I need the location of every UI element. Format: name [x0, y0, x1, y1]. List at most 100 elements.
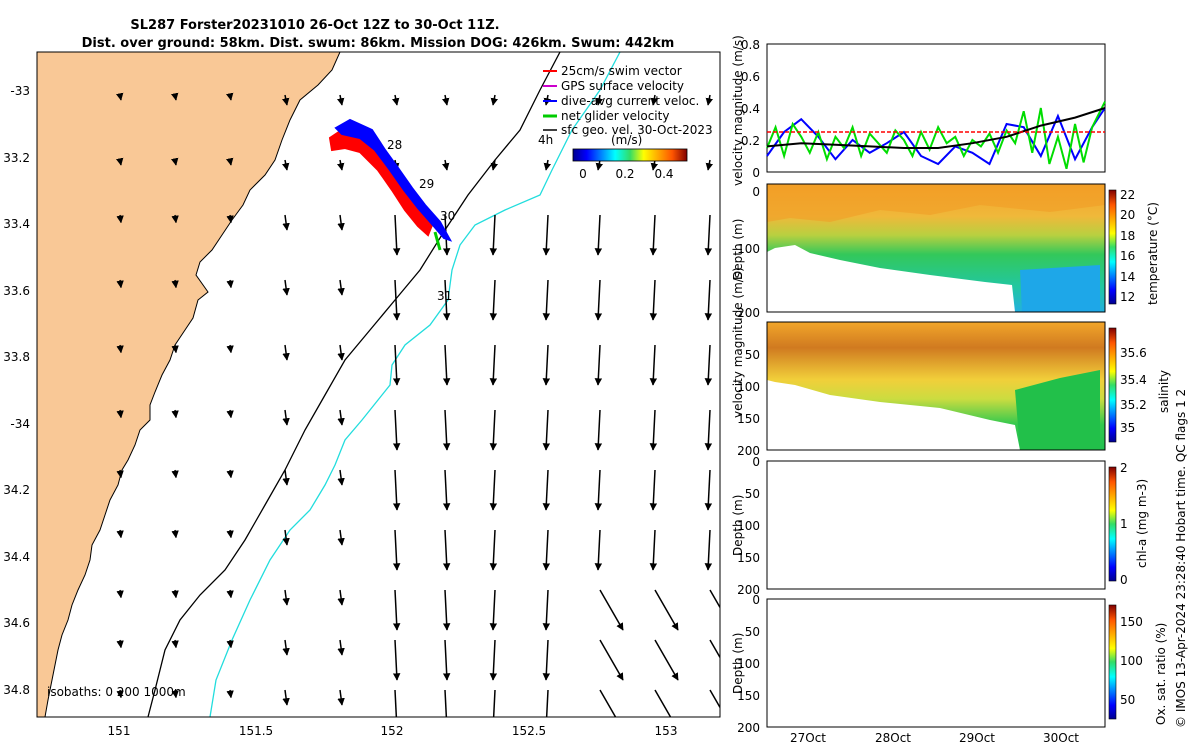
quiver-arrow: [394, 689, 398, 717]
quiver-arrow: [545, 689, 549, 717]
quiver-arrow: [489, 469, 498, 511]
temp-cbar-tick: 18: [1120, 229, 1135, 243]
quiver-arrow: [282, 279, 290, 296]
title-line1: SL287 Forster20231010 26-Oct 12Z to 30-O…: [130, 18, 499, 33]
quiver-arrow: [709, 689, 720, 709]
temp-cbar-tick: 20: [1120, 208, 1135, 222]
oxy-ytick: 100: [737, 657, 760, 671]
quiver-arrow: [226, 529, 234, 539]
quiver-arrow: [225, 92, 234, 101]
quiver-arrow: [116, 214, 124, 224]
temp-ylabel: Depth (m): [731, 219, 745, 280]
quiver-arrow: [282, 344, 290, 361]
quiver-arrow: [542, 279, 551, 321]
quiver-arrow: [649, 469, 658, 511]
quiver-arrow: [542, 529, 551, 571]
quiver-arrow: [282, 214, 290, 231]
quiver-arrow: [650, 94, 659, 106]
oxy-frame: [766, 598, 1106, 728]
quiver-arrow: [116, 639, 124, 649]
temp-frame: [766, 183, 1106, 313]
quiver-arrow: [490, 159, 499, 171]
quiver-arrow: [489, 214, 498, 256]
temp-warm-layer: [767, 184, 1105, 222]
vel-ytick: 0: [752, 166, 760, 180]
sal-ytick: 200: [737, 444, 760, 458]
oxygen-panel: 0 50 100 150 200 Depth (m) 50 100 150 Ox…: [731, 593, 1168, 735]
quiver-arrow: [116, 409, 124, 419]
vel-ytick: 0.6: [741, 70, 760, 84]
sal-cbar-label: salinity: [1157, 370, 1171, 413]
quiver-arrow: [441, 94, 450, 106]
chla-ytick: 200: [737, 583, 760, 597]
oxy-ytick: 50: [745, 625, 760, 639]
quiver-arrow: [649, 214, 658, 256]
temp-ytick: 200: [737, 306, 760, 320]
quiver-arrow: [171, 279, 179, 289]
map-ytick: 34.8: [3, 683, 30, 697]
track-label-29: 29: [419, 177, 434, 191]
quiver-arrow: [542, 344, 551, 386]
quiver-arrow: [492, 689, 496, 717]
track-label-31: 31: [437, 289, 452, 303]
map-colorbar-title: (m/s): [611, 133, 642, 147]
title-line2: Dist. over ground: 58km. Dist. swum: 86k…: [82, 36, 675, 51]
quiver-arrow: [392, 469, 401, 511]
map-ytick: 33.8: [3, 350, 30, 364]
map-y-ticks: -33 33.2 33.4 33.6 33.8 -34 34.2 34.4 34…: [3, 84, 30, 697]
sal-frame: [766, 321, 1106, 451]
quiver-arrow: [490, 94, 499, 106]
quiver-arrow: [442, 589, 451, 631]
oxy-colorbar: [1108, 604, 1117, 720]
temperature-panel: 0 100 200 Depth (m) 12 14 16 18 20 22 te…: [731, 183, 1160, 320]
sal-deep-green: [1015, 370, 1100, 450]
track-label-28: 28: [387, 138, 402, 152]
legend-gps: GPS surface velocity: [561, 79, 684, 93]
velocity-panel: 0.8 0.6 0.4 0.2 0 velocity magnitude (m/…: [731, 35, 1106, 186]
map-ytick: 33.4: [3, 217, 30, 231]
quiver-arrow: [489, 639, 498, 681]
quiver-arrow: [649, 279, 658, 321]
quiver-arrow: [282, 689, 290, 706]
legend-net: net glider velocity: [561, 109, 669, 123]
quiver-arrow: [392, 409, 401, 451]
sal-ytick: 150: [737, 412, 760, 426]
quiver-arrow: [337, 344, 345, 361]
temp-ytick: 100: [737, 242, 760, 256]
quiver-arrow: [171, 589, 179, 599]
time-tick: 30Oct: [1043, 731, 1079, 745]
vel-ylabel: velocity magnitude (m/s): [731, 35, 745, 186]
sal-ytick: 50: [745, 348, 760, 362]
sal-colorbar: [1108, 327, 1117, 443]
quiver-arrow: [441, 159, 450, 171]
map-cbar-tick: 0.2: [615, 167, 634, 181]
quiver-arrow: [704, 409, 713, 451]
quiver-arrow: [225, 157, 234, 166]
surface-velocity-arrows: [115, 92, 720, 717]
velocity-series: [766, 101, 1106, 170]
chla-colorbar: [1108, 466, 1117, 582]
quiver-arrow: [442, 344, 451, 386]
quiver-arrow: [337, 214, 345, 231]
chla-cbar-tick: 0: [1120, 573, 1128, 587]
temp-cbar-tick: 16: [1120, 249, 1135, 263]
map-xtick: 151: [108, 724, 131, 738]
quiver-arrow: [594, 529, 603, 571]
glider-net-arrow: [433, 231, 442, 251]
quiver-arrow: [171, 409, 179, 419]
quiver-arrow: [709, 589, 720, 609]
quiver-arrow: [704, 344, 713, 386]
quiver-arrow: [704, 469, 713, 511]
quiver-arrow: [282, 529, 290, 546]
map-ytick: -33: [10, 84, 30, 98]
quiver-arrow: [336, 159, 345, 171]
quiver-arrow: [116, 279, 124, 289]
quiver-arrow: [170, 157, 179, 166]
quiver-arrow: [337, 279, 345, 296]
quiver-arrow: [226, 589, 234, 599]
quiver-arrow: [704, 214, 713, 256]
map-frame: [36, 51, 721, 718]
map-x-ticks: 151 151.5 152 152.5 153: [108, 724, 678, 738]
quiver-arrow: [171, 529, 179, 539]
salinity-panel: 50 100 150 200 velocity magnitude (m/s) …: [731, 267, 1171, 458]
